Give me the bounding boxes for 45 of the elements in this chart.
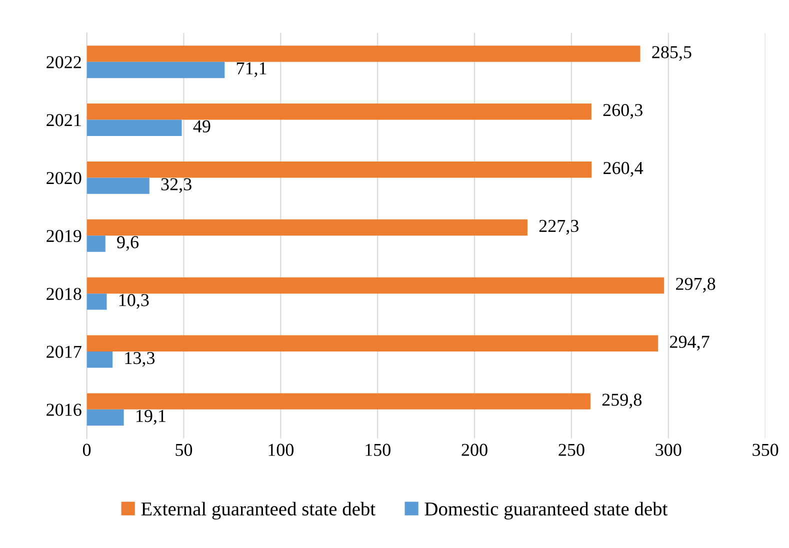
y-tick-label: 2021 — [46, 114, 81, 126]
bar — [86, 335, 658, 352]
bar — [86, 46, 640, 62]
y-tick-label: 2017 — [46, 346, 82, 358]
data-label: 260,4 — [604, 162, 644, 177]
bar — [86, 161, 592, 178]
bar — [86, 62, 225, 78]
x-tick-label: 300 — [656, 444, 682, 456]
x-tick-label: 100 — [268, 444, 294, 456]
data-label: 71,1 — [236, 62, 266, 78]
y-tick-label: 2019 — [46, 230, 82, 242]
y-tick-label: 2022 — [46, 56, 81, 68]
data-label: 13,3 — [125, 352, 155, 367]
data-label: 297,8 — [676, 278, 716, 293]
legend-label: Domestic guaranteed state debt — [424, 502, 668, 520]
y-tick-label: 2018 — [46, 288, 82, 300]
data-label: 9,6 — [117, 236, 139, 251]
x-tick-label: 250 — [558, 444, 584, 456]
x-tick-label: 150 — [366, 444, 390, 456]
x-tick-label: 200 — [462, 444, 488, 456]
bar — [86, 178, 150, 194]
data-label: 19,1 — [136, 410, 166, 425]
legend-label: External guaranteed state debt — [141, 502, 376, 520]
bar — [86, 236, 106, 252]
bar — [86, 409, 124, 426]
y-tick-label: 2020 — [46, 172, 82, 184]
data-label: 259,8 — [602, 394, 642, 408]
data-label: 32,3 — [161, 178, 192, 193]
data-label: 294,7 — [670, 336, 710, 351]
y-tick-label: 2016 — [46, 404, 82, 416]
data-label: 227,3 — [539, 220, 578, 235]
data-label: 10,3 — [119, 294, 149, 309]
data-label: 49 — [193, 120, 210, 132]
data-label: 285,5 — [652, 46, 692, 61]
bar — [86, 393, 590, 410]
x-tick-label: 350 — [752, 444, 778, 456]
bar — [86, 352, 113, 368]
x-tick-label: 50 — [176, 444, 192, 456]
bar — [86, 120, 182, 136]
bar — [86, 277, 664, 294]
bar — [86, 219, 528, 236]
data-label: 260,3 — [603, 104, 642, 119]
x-tick-label: 0 — [82, 444, 91, 456]
bar — [86, 294, 107, 310]
bar — [86, 104, 592, 120]
